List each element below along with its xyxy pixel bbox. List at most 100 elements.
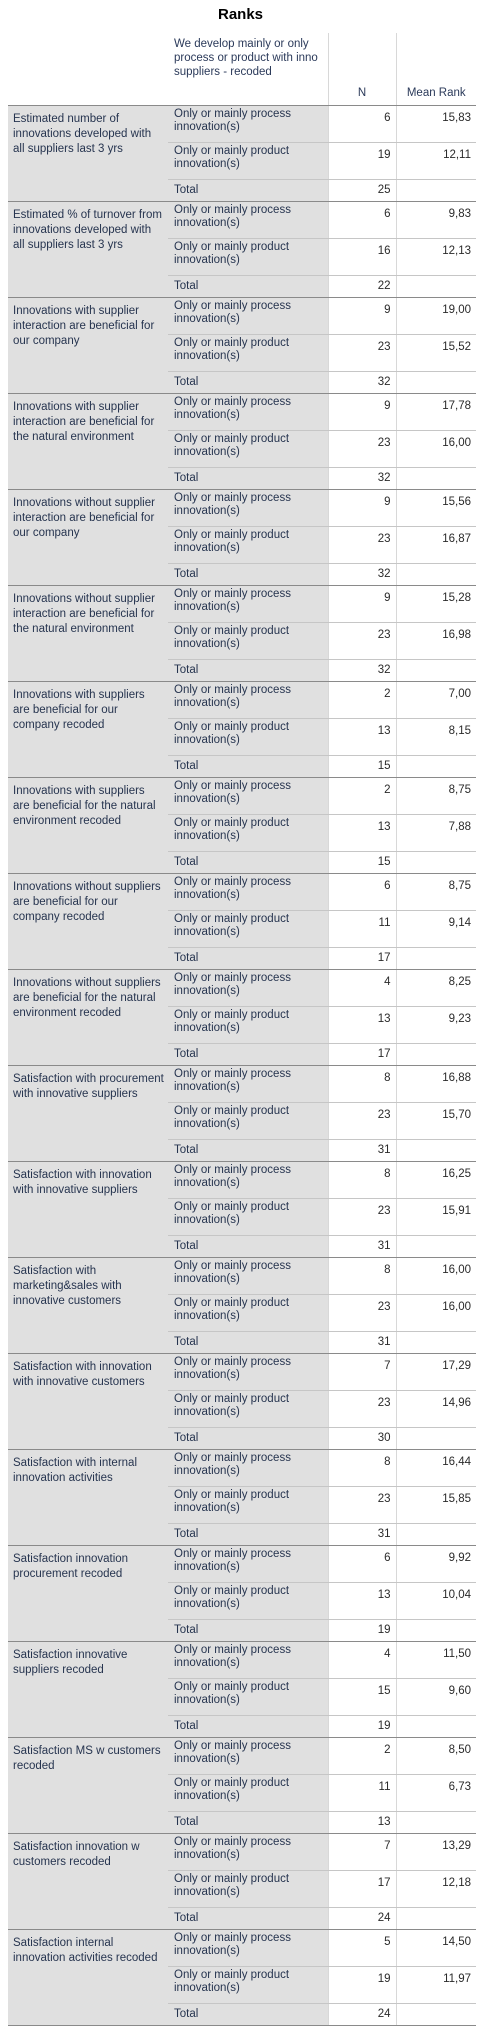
table-row: Total 31 [8, 1523, 476, 1546]
table-row: Only or mainly product innovation(s) 23 15… [8, 1198, 476, 1236]
n-value: 9 [327, 489, 396, 527]
variable-label: Innovations with supplier interaction ar… [8, 393, 168, 490]
variable-label: Satisfaction with innovation with innova… [8, 1161, 168, 1258]
n-value: 8 [327, 1161, 396, 1199]
n-value: 17 [327, 1870, 396, 1908]
total-n-value: 13 [327, 1811, 396, 1834]
total-mean-rank-empty [395, 179, 476, 202]
category-label-process: Only or mainly process innovation(s) [168, 1929, 328, 1967]
table-row: Total 15 [8, 755, 476, 778]
variable-label: Innovations without supplier interaction… [8, 585, 168, 682]
mean-rank-value: 6,73 [395, 1774, 476, 1812]
total-label: Total [168, 467, 328, 490]
total-n-value: 31 [327, 1331, 396, 1354]
table-row: Satisfaction innovative suppliers recode… [8, 1641, 476, 1738]
category-label-product: Only or mainly product innovation(s) [168, 1198, 328, 1236]
n-value: 6 [327, 201, 396, 239]
table-row: Total 32 [8, 659, 476, 682]
category-label-process: Only or mainly process innovation(s) [168, 1833, 328, 1871]
mean-rank-value: 8,50 [395, 1737, 476, 1775]
table-row: Total 19 [8, 1619, 476, 1642]
total-mean-rank-empty [395, 371, 476, 394]
table-row: Only or mainly product innovation(s) 15 9,… [8, 1678, 476, 1716]
category-label-process: Only or mainly process innovation(s) [168, 393, 328, 431]
total-label: Total [168, 275, 328, 298]
table-row: Total 31 [8, 1139, 476, 1162]
total-mean-rank-empty [395, 275, 476, 298]
n-value: 4 [327, 1641, 396, 1679]
n-value: 9 [327, 297, 396, 335]
category-label-process: Only or mainly process innovation(s) [168, 777, 328, 815]
total-n-value: 17 [327, 947, 396, 970]
table-row: Only or mainly product innovation(s) 23 16… [8, 1294, 476, 1332]
table-row: Total 13 [8, 1811, 476, 1834]
category-label-process: Only or mainly process innovation(s) [168, 1257, 328, 1295]
n-value: 23 [327, 1486, 396, 1524]
table-row: Innovations without suppliers are benefi… [8, 873, 476, 970]
category-label-product: Only or mainly product innovation(s) [168, 622, 328, 660]
mean-rank-value: 16,98 [395, 622, 476, 660]
mean-rank-value: 9,60 [395, 1678, 476, 1716]
table-row: Only or mainly product innovation(s) 23 16… [8, 526, 476, 564]
category-label-product: Only or mainly product innovation(s) [168, 1582, 328, 1620]
n-value: 23 [327, 1198, 396, 1236]
category-label-product: Only or mainly product innovation(s) [168, 1486, 328, 1524]
table-row: Only or mainly product innovation(s) 16 12… [8, 238, 476, 276]
total-n-value: 32 [327, 659, 396, 682]
category-label-process: Only or mainly process innovation(s) [168, 1737, 328, 1775]
mean-rank-value: 11,50 [395, 1641, 476, 1679]
n-value: 13 [327, 814, 396, 852]
table-row: Total 31 [8, 1235, 476, 1258]
table-row: Satisfaction with marketing&sales with i… [8, 1257, 476, 1354]
n-value: 2 [327, 1737, 396, 1775]
table-row: Estimated % of turnover from innovations… [8, 201, 476, 298]
total-label: Total [168, 179, 328, 202]
n-value: 6 [327, 1545, 396, 1583]
category-label-product: Only or mainly product innovation(s) [168, 1870, 328, 1908]
category-label-process: Only or mainly process innovation(s) [168, 1161, 328, 1199]
category-label-process: Only or mainly process innovation(s) [168, 297, 328, 335]
mean-rank-value: 15,91 [395, 1198, 476, 1236]
total-label: Total [168, 1043, 328, 1066]
n-value: 13 [327, 718, 396, 756]
total-label: Total [168, 659, 328, 682]
category-label-product: Only or mainly product innovation(s) [168, 1102, 328, 1140]
mean-rank-value: 16,00 [395, 430, 476, 468]
total-n-value: 31 [327, 1523, 396, 1546]
total-n-value: 15 [327, 755, 396, 778]
total-label: Total [168, 851, 328, 874]
n-value: 2 [327, 681, 396, 719]
n-value: 6 [327, 105, 396, 143]
total-n-value: 32 [327, 371, 396, 394]
variable-label: Innovations without suppliers are benefi… [8, 873, 168, 970]
table-row: Only or mainly product innovation(s) 13 8,… [8, 718, 476, 756]
mean-rank-value: 8,75 [395, 777, 476, 815]
category-label-process: Only or mainly process innovation(s) [168, 585, 328, 623]
total-label: Total [168, 563, 328, 586]
category-label-process: Only or mainly process innovation(s) [168, 1641, 328, 1679]
total-mean-rank-empty [395, 1043, 476, 1066]
n-value: 13 [327, 1006, 396, 1044]
mean-rank-header: Mean Rank [395, 33, 476, 106]
n-value: 8 [327, 1065, 396, 1103]
category-label-product: Only or mainly product innovation(s) [168, 1678, 328, 1716]
n-value: 11 [327, 910, 396, 948]
variable-label: Innovations with supplier interaction ar… [8, 297, 168, 394]
variable-label: Satisfaction internal innovation activit… [8, 1929, 168, 2026]
total-mean-rank-empty [395, 2003, 476, 2026]
mean-rank-value: 17,29 [395, 1353, 476, 1391]
total-mean-rank-empty [395, 1331, 476, 1354]
table-row: Satisfaction internal innovation activit… [8, 1929, 476, 2026]
category-label-product: Only or mainly product innovation(s) [168, 526, 328, 564]
total-label: Total [168, 1811, 328, 1834]
n-value: 2 [327, 777, 396, 815]
table-row: Total 17 [8, 1043, 476, 1066]
header-corner [8, 33, 168, 106]
category-label-product: Only or mainly product innovation(s) [168, 1006, 328, 1044]
mean-rank-value: 16,87 [395, 526, 476, 564]
total-n-value: 31 [327, 1235, 396, 1258]
table-row: Only or mainly product innovation(s) 13 10… [8, 1582, 476, 1620]
mean-rank-value: 15,52 [395, 334, 476, 372]
mean-rank-value: 15,56 [395, 489, 476, 527]
table-row: Innovations without supplier interaction… [8, 585, 476, 682]
